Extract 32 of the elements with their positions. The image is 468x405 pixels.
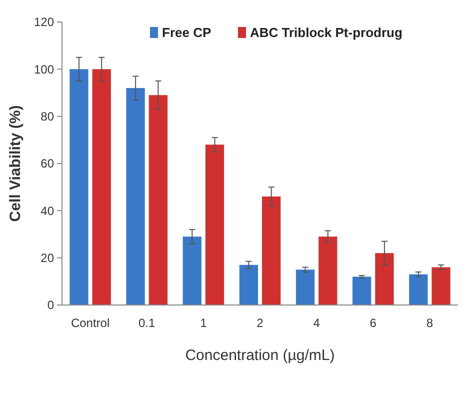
legend-label: ABC Triblock Pt-prodrug [250,25,402,40]
bar [148,95,168,305]
x-tick-label: 2 [256,316,264,330]
bar [318,236,338,305]
x-tick-label: 1 [200,316,208,330]
y-tick-label: 60 [40,156,54,171]
bar [262,196,281,305]
bar [92,69,111,305]
bar [126,88,145,305]
x-tick-label: Control [70,316,110,330]
bar [432,267,450,305]
y-tick-label: 0 [47,298,54,312]
y-tick-label: 120 [34,15,54,30]
legend-label: Free CP [162,25,212,40]
y-axis-title: Cell Viability (%) [7,105,24,222]
bar [182,236,202,305]
x-tick-label: 6 [370,316,377,330]
bar [296,270,315,305]
y-tick-label: 100 [34,62,54,76]
y-tick-label: 20 [40,251,54,266]
bar [239,264,258,305]
bar [352,276,372,305]
y-tick-label: 80 [40,110,54,124]
bar [205,144,224,305]
bar [70,69,88,305]
bar [409,274,428,305]
x-tick-label: 0.1 [138,316,156,330]
bar [375,253,394,305]
x-tick-label: 4 [313,316,320,330]
x-tick-label: 8 [426,316,434,330]
y-tick-label: 40 [40,204,54,218]
x-axis-title: Concentration (µg/mL) [185,347,335,364]
